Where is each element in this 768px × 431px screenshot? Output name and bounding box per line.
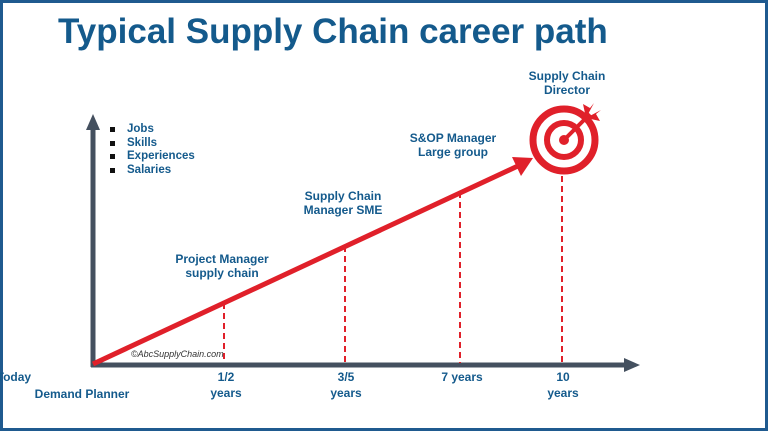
role-label-3: S&OP Manager Large group: [409, 131, 497, 159]
time-label-2: 3/5 years: [330, 370, 362, 400]
y-axis-arrowhead: [86, 114, 100, 130]
role-label-1: Project Manager supply chain: [175, 252, 269, 280]
bullet-item: Salaries: [108, 164, 195, 178]
copyright-text: ©AbcSupplyChain.com: [131, 349, 224, 359]
bullet-item: Experiences: [108, 150, 195, 164]
career-path-line: [91, 162, 522, 367]
time-label-1: 1/2 years: [210, 370, 242, 400]
start-label: Today Demand Planner: [0, 370, 130, 401]
bullet-item: Jobs: [108, 123, 195, 137]
role-label-4: Supply Chain Director: [528, 69, 606, 97]
bullet-list: Jobs Skills Experiences Salaries: [108, 123, 195, 178]
bullet-item: Skills: [108, 137, 195, 151]
x-axis-arrowhead: [624, 358, 640, 372]
time-label-3: 7 years: [441, 370, 483, 384]
career-path-arrowhead: [512, 157, 533, 176]
target-with-arrow-icon: [529, 103, 601, 175]
time-label-4: 10 years: [547, 370, 579, 400]
page-title: Typical Supply Chain career path: [58, 12, 608, 51]
role-label-2: Supply Chain Manager SME: [303, 189, 383, 217]
